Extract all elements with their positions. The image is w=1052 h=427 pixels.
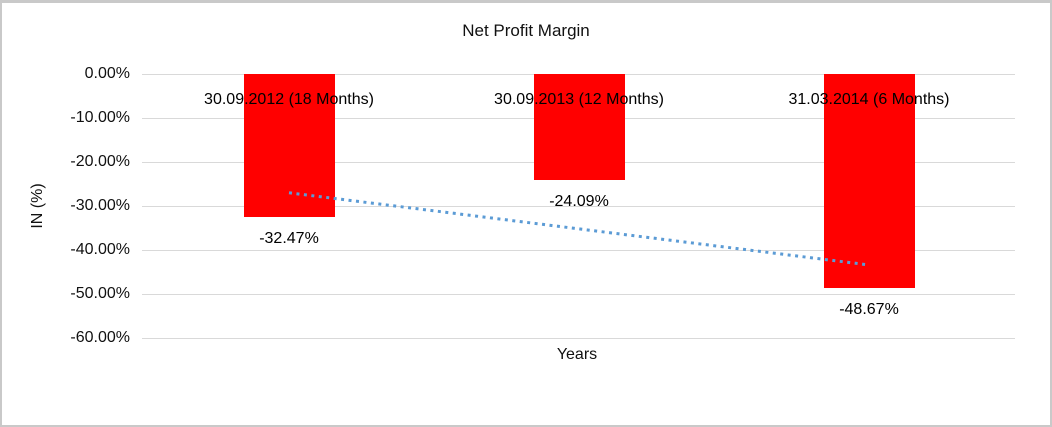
y-tick-label: -30.00% xyxy=(70,197,130,214)
gridline xyxy=(142,294,1015,295)
value-label: -32.47% xyxy=(259,230,319,247)
y-tick-label: -60.00% xyxy=(70,329,130,346)
y-tick-label: -50.00% xyxy=(70,285,130,302)
category-label: 30.09.2012 (18 Months) xyxy=(204,91,374,108)
y-tick-label: -20.00% xyxy=(70,153,130,170)
category-label: 31.03.2014 (6 Months) xyxy=(788,91,950,108)
category-label: 30.09.2013 (12 Months) xyxy=(494,91,664,108)
x-axis-title: Years xyxy=(556,346,598,363)
value-label: -24.09% xyxy=(549,193,609,210)
y-tick-label: -40.00% xyxy=(70,241,130,258)
y-tick-label: 0.00% xyxy=(84,65,130,82)
bar xyxy=(533,74,625,180)
y-tick-label: -10.00% xyxy=(70,109,130,126)
gridline xyxy=(142,338,1015,339)
value-label: -48.67% xyxy=(839,301,899,318)
chart-title: Net Profit Margin xyxy=(462,21,590,40)
